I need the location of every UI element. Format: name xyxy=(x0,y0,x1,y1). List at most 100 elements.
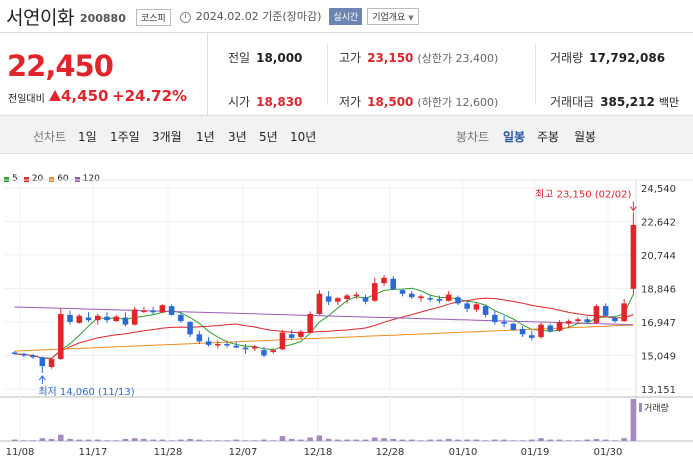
volume-bar xyxy=(584,439,590,441)
candle-body xyxy=(94,315,101,321)
candle-body xyxy=(584,319,590,322)
volume-bar xyxy=(215,440,221,441)
open-price: 시가 18,830 xyxy=(228,93,302,110)
legend-label: 120 xyxy=(82,174,100,184)
volume-bar xyxy=(455,439,461,441)
volume-bar xyxy=(630,399,637,441)
candle-body xyxy=(131,309,138,325)
period-5y[interactable]: 5년 xyxy=(259,130,278,144)
ma20-line xyxy=(14,297,634,359)
volume-bar xyxy=(150,439,156,441)
prev-close: 전일 18,000 xyxy=(228,49,302,66)
x-tick-label: 11/17 xyxy=(79,447,108,458)
period-1y[interactable]: 1년 xyxy=(196,130,215,144)
high-price: 고가 23,150 (상한가 23,400) xyxy=(339,49,498,66)
volume-bar xyxy=(30,440,36,441)
volume-bar xyxy=(529,439,535,441)
volume-bar xyxy=(565,440,572,441)
open-label: 시가 xyxy=(228,95,251,109)
x-tick-label: 12/07 xyxy=(229,447,258,458)
candle-body xyxy=(344,295,350,300)
candle-body xyxy=(501,321,507,324)
candle-body xyxy=(547,325,554,331)
volume-bar xyxy=(353,439,360,441)
period-1d[interactable]: 1일 xyxy=(78,130,97,144)
candle-body xyxy=(464,303,470,309)
candle-body xyxy=(473,304,480,310)
volume-bar xyxy=(39,438,46,441)
price-chart[interactable]: 24,540 22,642 20,744 18,846 16,947 15,049 13,1… xyxy=(0,154,693,463)
candle-body xyxy=(353,294,360,297)
realtime-button[interactable]: 실시간 xyxy=(329,7,363,25)
current-price: 22,450 xyxy=(7,49,114,83)
chart-grid xyxy=(0,179,693,442)
candle-body xyxy=(21,353,27,356)
volume-bar xyxy=(418,440,424,441)
low-value: 18,500 xyxy=(367,95,414,109)
period-3m[interactable]: 3개월 xyxy=(152,130,182,144)
volume-bar xyxy=(335,439,341,441)
candle-body xyxy=(104,316,110,321)
volume-bar xyxy=(408,439,415,441)
candle-body xyxy=(215,344,221,346)
volume-label: 거래량 xyxy=(644,402,669,414)
candle-body xyxy=(538,324,544,337)
chevron-down-icon: ▼ xyxy=(408,13,414,22)
candle-weekly[interactable]: 주봉 xyxy=(537,130,560,144)
candle-body xyxy=(168,306,175,315)
candle-body xyxy=(455,297,461,304)
legend-swatch xyxy=(23,176,29,182)
volume-bar xyxy=(510,440,517,441)
candle-body xyxy=(224,344,230,346)
period-1w[interactable]: 1주일 xyxy=(110,130,140,144)
volume-bar xyxy=(445,438,452,441)
candle-body xyxy=(602,306,609,316)
volume-bar xyxy=(492,439,498,441)
legend-label: 20 xyxy=(31,174,44,184)
legend-swatch xyxy=(4,176,9,182)
candle-body xyxy=(298,331,304,337)
candle-body xyxy=(39,357,46,367)
period-3y[interactable]: 3년 xyxy=(228,130,247,144)
volume-bar xyxy=(325,438,332,441)
volume-bar xyxy=(482,440,489,441)
candle-monthly[interactable]: 월봉 xyxy=(574,130,597,144)
trading-value-unit: 백만 xyxy=(658,96,680,109)
candle-body xyxy=(261,350,267,356)
company-info-label: 기업개요 xyxy=(372,12,406,23)
candle-body xyxy=(251,346,258,349)
candle-body xyxy=(270,350,276,352)
volume-value: 17,792,086 xyxy=(589,51,666,65)
divider xyxy=(535,43,536,105)
candle-body xyxy=(335,298,341,302)
period-10y[interactable]: 10년 xyxy=(290,130,317,144)
candle-daily[interactable]: 일봉 xyxy=(503,130,526,144)
volume-bar xyxy=(279,436,286,441)
volume-bar xyxy=(390,438,397,441)
volume-bar xyxy=(178,439,184,441)
candle-body xyxy=(67,314,73,322)
low-price: 저가 18,500 (하한가 12,600) xyxy=(339,93,498,110)
chart-period-bar: 선차트 1일 1주일 3개월 1년 3년 5년 10년 봉차트 일봉 주봉 월봉 xyxy=(0,116,693,154)
upper-limit: (상한가 23,400) xyxy=(417,52,499,65)
volume-bar xyxy=(94,439,101,441)
price-panel: 22,450 전일대비 4,450 +24.72% 전일 18,000 고가 23,… xyxy=(0,32,693,116)
candle-body xyxy=(612,317,618,322)
legend-swatch xyxy=(49,176,55,182)
volume-bar xyxy=(362,439,369,441)
legend-label: 60 xyxy=(57,174,69,184)
candle-body xyxy=(178,314,184,322)
candle-body xyxy=(621,303,627,322)
low-label: 저가 xyxy=(339,95,362,109)
candle-body xyxy=(187,321,193,335)
volume-bar xyxy=(122,438,129,441)
volume-bar xyxy=(242,440,249,441)
high-arrowhead-icon xyxy=(629,206,637,212)
volume-bar xyxy=(501,439,507,441)
candle-body xyxy=(408,293,415,298)
legend-item-ma20: 20 xyxy=(23,174,44,184)
candle-body xyxy=(482,306,489,315)
company-info-dropdown[interactable]: 기업개요 ▼ xyxy=(367,7,419,25)
candle-body xyxy=(279,332,286,350)
y-tick-label: 20,744 xyxy=(641,251,676,262)
